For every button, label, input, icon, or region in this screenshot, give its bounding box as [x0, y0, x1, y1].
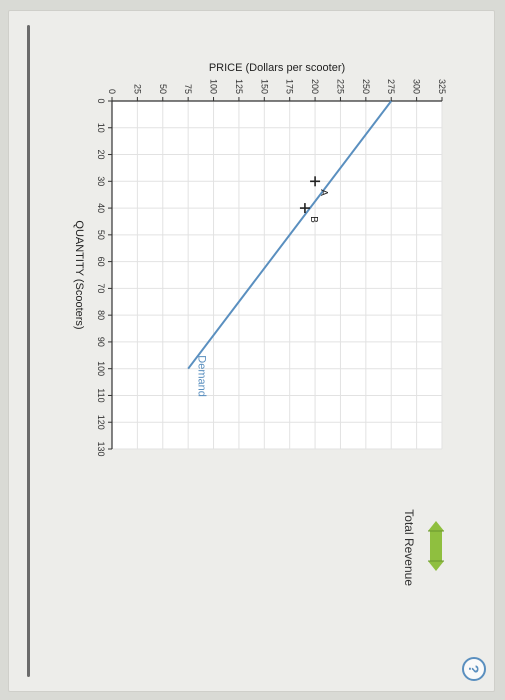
- help-button[interactable]: ?: [462, 657, 486, 681]
- demand-chart: 0 10 20 30 40 50 60 70 80 90 100 110 120 130 0 25 50 75 10…: [70, 59, 450, 459]
- svg-text:125: 125: [234, 79, 244, 94]
- svg-text:0: 0: [107, 89, 117, 94]
- svg-text:A: A: [318, 189, 329, 196]
- svg-text:120: 120: [96, 415, 106, 430]
- svg-text:Demand: Demand: [195, 355, 207, 397]
- svg-text:130: 130: [96, 441, 106, 456]
- svg-text:QUANTITY (Scooters): QUANTITY (Scooters): [73, 220, 85, 329]
- svg-text:175: 175: [285, 79, 295, 94]
- footer-rule: [27, 25, 30, 677]
- svg-text:25: 25: [132, 84, 142, 94]
- svg-text:300: 300: [412, 79, 422, 94]
- rotated-viewport: ? Total Revenue 0 10 20 30 40 50 60 70 80 90 100 11…: [0, 0, 505, 700]
- svg-text:200: 200: [310, 79, 320, 94]
- svg-text:80: 80: [96, 310, 106, 320]
- svg-text:325: 325: [437, 79, 447, 94]
- svg-text:50: 50: [96, 230, 106, 240]
- svg-text:225: 225: [335, 79, 345, 94]
- svg-text:30: 30: [96, 176, 106, 186]
- svg-text:0: 0: [96, 98, 106, 103]
- svg-text:150: 150: [259, 79, 269, 94]
- svg-text:20: 20: [96, 150, 106, 160]
- svg-text:10: 10: [96, 123, 106, 133]
- svg-text:250: 250: [361, 79, 371, 94]
- svg-text:110: 110: [96, 388, 106, 402]
- svg-text:40: 40: [96, 203, 106, 213]
- total-revenue-label: Total Revenue: [402, 509, 416, 586]
- svg-text:100: 100: [209, 79, 219, 94]
- panel-card: ? Total Revenue 0 10 20 30 40 50 60 70 80 90 100 11…: [8, 10, 495, 692]
- svg-text:B: B: [308, 216, 319, 223]
- total-revenue-icon[interactable]: [417, 521, 450, 571]
- svg-text:90: 90: [96, 337, 106, 347]
- svg-text:60: 60: [96, 257, 106, 267]
- svg-text:50: 50: [158, 84, 168, 94]
- svg-text:70: 70: [96, 283, 106, 293]
- svg-text:275: 275: [386, 79, 396, 94]
- svg-text:100: 100: [96, 361, 106, 376]
- svg-text:75: 75: [183, 84, 193, 94]
- svg-text:PRICE (Dollars per scooter): PRICE (Dollars per scooter): [209, 62, 345, 74]
